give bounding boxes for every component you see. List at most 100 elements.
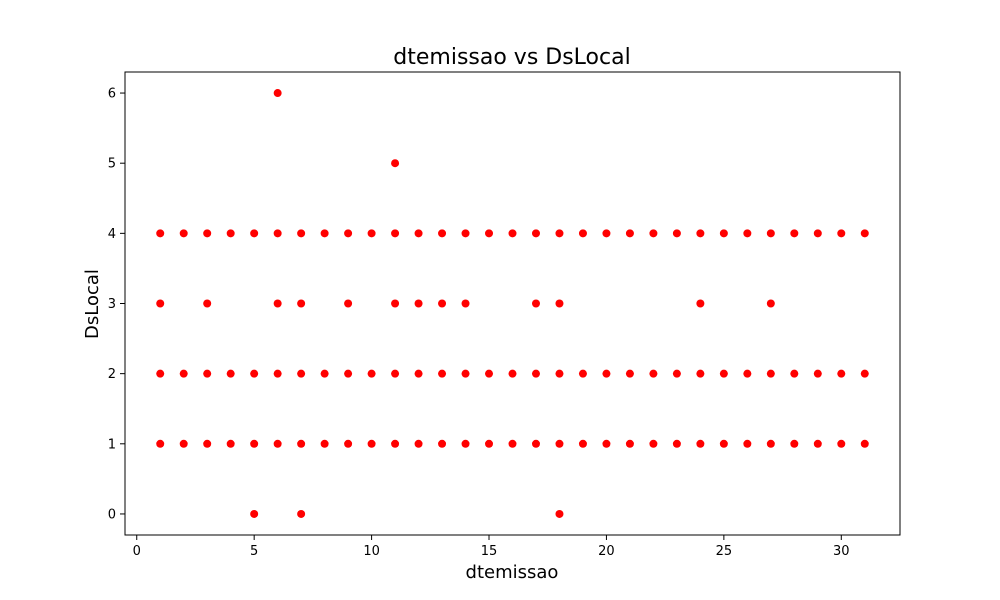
- scatter-point: [203, 229, 212, 238]
- scatter-point: [250, 229, 259, 238]
- scatter-point: [719, 369, 728, 378]
- scatter-point: [813, 369, 822, 378]
- scatter-point: [649, 229, 658, 238]
- scatter-point: [273, 299, 282, 308]
- scatter-point: [508, 229, 517, 238]
- scatter-point: [367, 439, 376, 448]
- scatter-point: [555, 229, 564, 238]
- scatter-point: [602, 229, 611, 238]
- scatter-point: [226, 229, 235, 238]
- scatter-point: [578, 369, 587, 378]
- scatter-point: [344, 439, 353, 448]
- scatter-point: [578, 229, 587, 238]
- y-tick-label: 1: [108, 437, 116, 452]
- y-axis: 0 1 2 3 4 5 6: [108, 87, 125, 522]
- y-tick-label: 3: [108, 297, 116, 312]
- y-tick-label: 2: [108, 367, 116, 382]
- x-tick-label: 0: [133, 544, 141, 559]
- scatter-point: [696, 299, 705, 308]
- scatter-point: [320, 439, 329, 448]
- scatter-point: [860, 229, 869, 238]
- scatter-point: [297, 369, 306, 378]
- x-tick-label: 15: [481, 544, 498, 559]
- scatter-point: [508, 439, 517, 448]
- scatter-point: [649, 439, 658, 448]
- scatter-point: [438, 229, 447, 238]
- x-tick-label: 5: [250, 544, 258, 559]
- scatter-point: [602, 439, 611, 448]
- scatter-point: [578, 439, 587, 448]
- scatter-point: [837, 439, 846, 448]
- scatter-point: [461, 299, 470, 308]
- scatter-point: [743, 439, 752, 448]
- scatter-point: [813, 439, 822, 448]
- scatter-point: [297, 229, 306, 238]
- scatter-point: [320, 229, 329, 238]
- scatter-point: [156, 229, 165, 238]
- scatter-point: [414, 439, 423, 448]
- scatter-point: [696, 369, 705, 378]
- x-tick-label: 25: [716, 544, 733, 559]
- scatter-point: [179, 439, 188, 448]
- scatter-point: [391, 229, 400, 238]
- scatter-point: [156, 299, 165, 308]
- scatter-point: [273, 439, 282, 448]
- scatter-point: [250, 369, 259, 378]
- scatter-point: [367, 229, 376, 238]
- scatter-point: [203, 299, 212, 308]
- scatter-point: [531, 299, 540, 308]
- scatter-point: [743, 229, 752, 238]
- scatter-point: [531, 229, 540, 238]
- scatter-point: [344, 229, 353, 238]
- y-axis-label: DsLocal: [82, 269, 103, 339]
- scatter-point: [461, 439, 470, 448]
- scatter-point: [273, 369, 282, 378]
- scatter-point: [555, 369, 564, 378]
- scatter-point: [813, 229, 822, 238]
- scatter-point: [391, 439, 400, 448]
- x-axis: 0 5 10 15 20 25 30: [133, 535, 850, 559]
- scatter-point: [485, 369, 494, 378]
- scatter-point: [790, 439, 799, 448]
- scatter-point: [273, 229, 282, 238]
- scatter-point: [555, 509, 564, 518]
- scatter-point: [250, 509, 259, 518]
- scatter-point: [461, 229, 470, 238]
- y-tick-label: 0: [108, 507, 116, 522]
- scatter-point: [203, 369, 212, 378]
- scatter-point: [602, 369, 611, 378]
- scatter-point: [320, 369, 329, 378]
- x-tick-label: 10: [363, 544, 380, 559]
- scatter-point: [672, 439, 681, 448]
- scatter-point: [625, 439, 634, 448]
- y-tick-label: 5: [108, 157, 116, 172]
- scatter-point: [156, 439, 165, 448]
- scatter-point: [438, 439, 447, 448]
- scatter-point: [179, 369, 188, 378]
- scatter-point: [649, 369, 658, 378]
- scatter-point: [344, 299, 353, 308]
- scatter-point: [438, 299, 447, 308]
- scatter-point: [414, 229, 423, 238]
- scatter-point: [766, 229, 775, 238]
- scatter-point: [766, 369, 775, 378]
- scatter-point: [156, 369, 165, 378]
- scatter-point: [250, 439, 259, 448]
- scatter-point: [719, 439, 728, 448]
- scatter-point: [672, 369, 681, 378]
- y-tick-label: 6: [108, 87, 116, 102]
- scatter-point: [672, 229, 681, 238]
- scatter-point: [485, 439, 494, 448]
- scatter-point: [555, 439, 564, 448]
- scatter-point: [766, 299, 775, 308]
- scatter-point: [273, 89, 282, 98]
- scatter-point: [438, 369, 447, 378]
- scatter-point: [860, 439, 869, 448]
- scatter-point: [391, 369, 400, 378]
- scatter-point: [790, 369, 799, 378]
- scatter-point: [766, 439, 775, 448]
- scatter-point: [367, 369, 376, 378]
- y-tick-label: 4: [108, 227, 116, 242]
- scatter-point: [555, 299, 564, 308]
- scatter-point: [414, 299, 423, 308]
